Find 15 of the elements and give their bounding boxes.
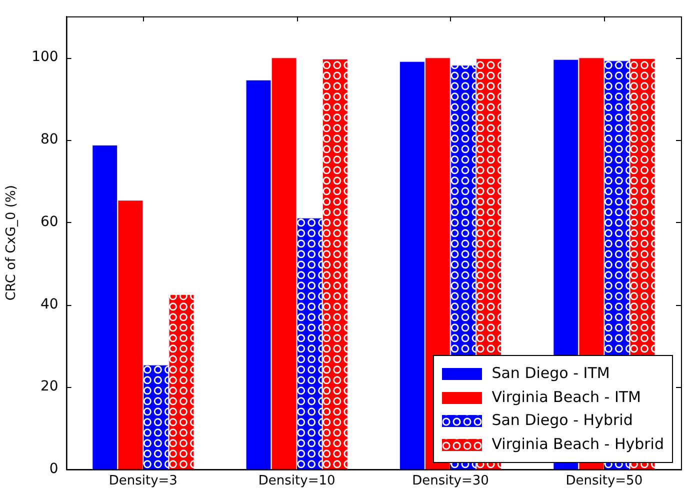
legend-label: San Diego - ITM	[492, 363, 610, 384]
x-tick-label: Density=3	[108, 474, 178, 489]
x-tick-label: Density=10	[258, 474, 336, 489]
x-tick-label: Density=50	[566, 474, 643, 489]
y-axis-title: CRC of CxG_0 (%)	[4, 185, 20, 301]
legend-label: San Diego - Hybrid	[492, 410, 633, 432]
y-tick-label: 100	[32, 49, 58, 66]
y-tick-label: 20	[40, 378, 58, 395]
y-tick-label: 40	[40, 296, 58, 312]
y-tick-label: 0	[49, 461, 58, 478]
x-tick-label: Density=30	[412, 474, 489, 489]
legend-label: Virginia Beach - ITM	[492, 386, 641, 408]
y-tick-label: 60	[40, 214, 58, 230]
legend-label: Virginia Beach - Hybrid	[492, 434, 664, 455]
y-tick-label: 80	[40, 132, 58, 148]
